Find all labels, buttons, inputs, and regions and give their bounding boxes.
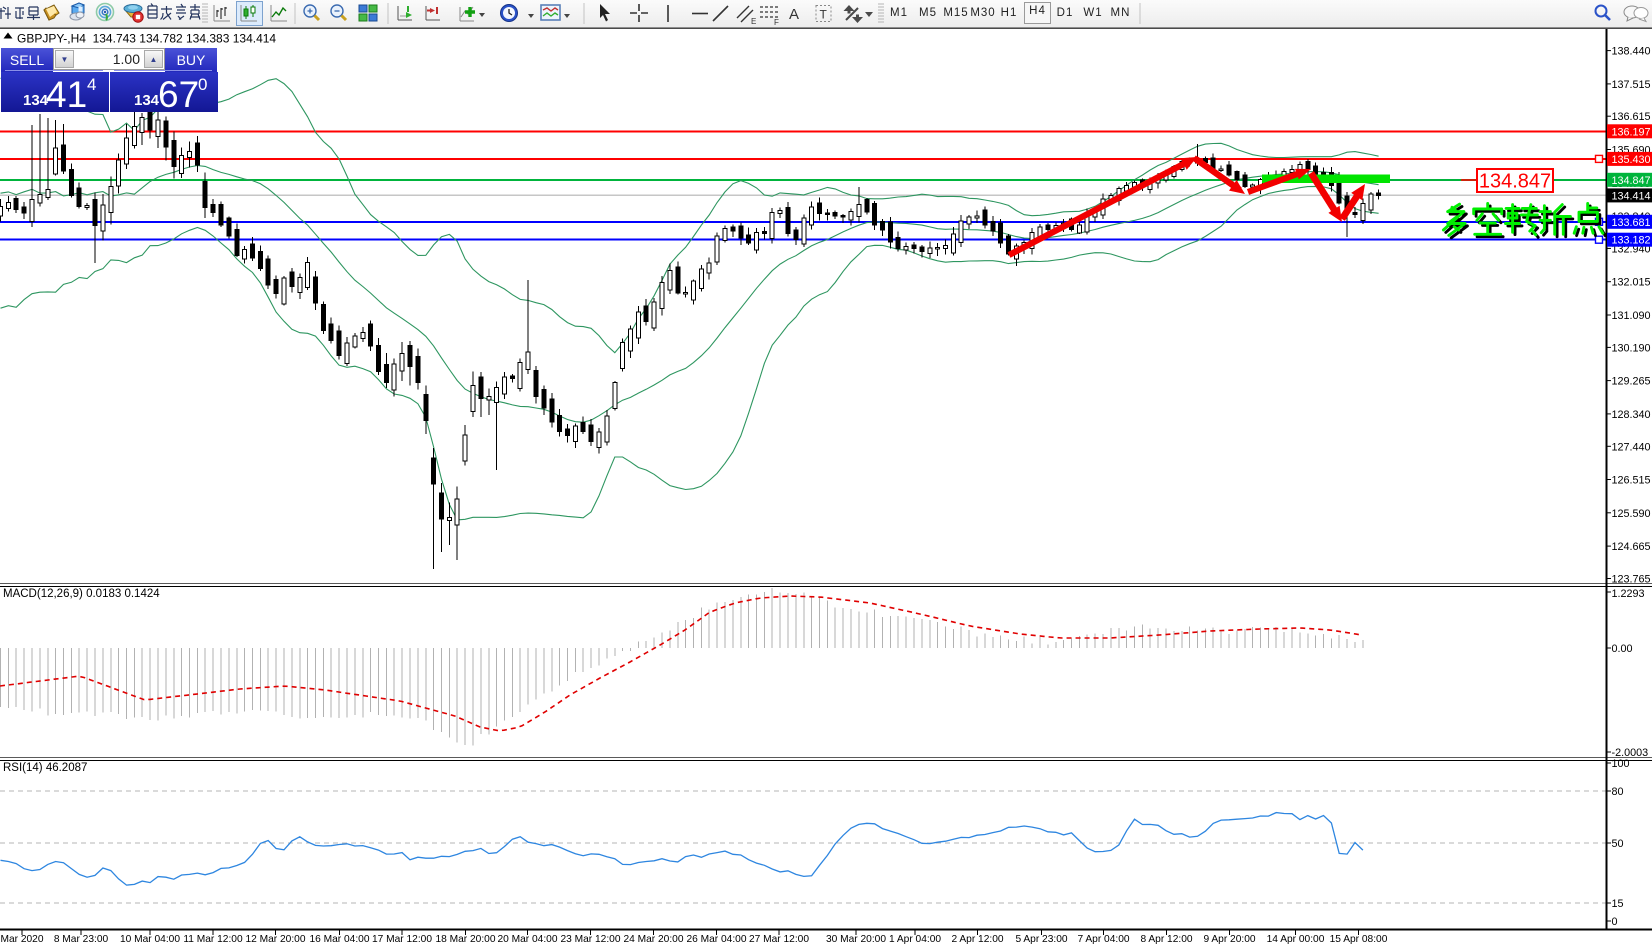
svg-text:131.090: 131.090 [1612,310,1651,322]
svg-text:MACD(12,26,9) 0.0183 0.1424: MACD(12,26,9) 0.0183 0.1424 [3,588,160,600]
svg-text:27 Mar 12:00: 27 Mar 12:00 [749,934,809,944]
svg-text:0: 0 [1612,916,1618,928]
svg-text:F: F [774,18,779,27]
svg-text:127.440: 127.440 [1612,441,1651,453]
svg-text:132.015: 132.015 [1612,277,1651,289]
svg-text:1.2293: 1.2293 [1612,588,1645,600]
svg-text:134.847: 134.847 [1612,175,1651,187]
svg-text:100: 100 [1612,758,1630,770]
svg-text:17 Mar 12:00: 17 Mar 12:00 [372,934,432,944]
svg-text:129.265: 129.265 [1612,376,1651,388]
svg-text:9 Apr 20:00: 9 Apr 20:00 [1203,934,1255,944]
svg-text:26 Mar 04:00: 26 Mar 04:00 [686,934,746,944]
svg-text:124.665: 124.665 [1612,541,1651,553]
svg-text:137.515: 137.515 [1612,79,1651,91]
svg-text:RSI(14) 46.2087: RSI(14) 46.2087 [3,762,87,774]
svg-text:8 Apr 12:00: 8 Apr 12:00 [1140,934,1192,944]
svg-text:Mar 2020: Mar 2020 [0,934,43,944]
svg-text:8 Mar 23:00: 8 Mar 23:00 [54,934,109,944]
svg-text:12 Mar 20:00: 12 Mar 20:00 [245,934,305,944]
svg-text:126.515: 126.515 [1612,475,1651,487]
svg-text:A: A [789,6,799,23]
svg-text:0.00: 0.00 [1612,643,1633,655]
svg-text:15 Apr 08:00: 15 Apr 08:00 [1330,934,1388,944]
svg-text:20 Mar 04:00: 20 Mar 04:00 [497,934,557,944]
svg-text:125.590: 125.590 [1612,508,1651,520]
svg-text:133.681: 133.681 [1612,217,1651,229]
svg-text:123.765: 123.765 [1612,574,1651,586]
svg-text:GBPJPY-,H4 134.743 134.782 13: GBPJPY-,H4 134.743 134.782 134.383 134.4… [17,32,276,46]
svg-text:134.414: 134.414 [1612,190,1651,202]
svg-text:18 Mar 20:00: 18 Mar 20:00 [435,934,495,944]
svg-text:50: 50 [1612,838,1624,850]
svg-text:10 Mar 04:00: 10 Mar 04:00 [120,934,180,944]
svg-text:T: T [820,8,828,22]
svg-text:24 Mar 20:00: 24 Mar 20:00 [623,934,683,944]
svg-text:133.182: 133.182 [1612,235,1651,247]
svg-text:128.340: 128.340 [1612,409,1651,421]
svg-text:5 Apr 23:00: 5 Apr 23:00 [1015,934,1067,944]
svg-text:16 Mar 04:00: 16 Mar 04:00 [309,934,369,944]
svg-text:136.197: 136.197 [1612,126,1651,138]
svg-text:130.190: 130.190 [1612,342,1651,354]
svg-text:135.430: 135.430 [1612,154,1651,166]
svg-text:7 Apr 04:00: 7 Apr 04:00 [1077,934,1129,944]
svg-text:23 Mar 12:00: 23 Mar 12:00 [560,934,620,944]
svg-text:136.615: 136.615 [1612,111,1651,123]
svg-text:15: 15 [1612,898,1624,910]
svg-text:134.847: 134.847 [1479,171,1551,193]
svg-text:14 Apr 00:00: 14 Apr 00:00 [1267,934,1325,944]
svg-text:1 Apr 04:00: 1 Apr 04:00 [889,934,941,944]
svg-text:30 Mar 20:00: 30 Mar 20:00 [826,934,886,944]
svg-text:2 Apr 12:00: 2 Apr 12:00 [951,934,1003,944]
svg-text:11 Mar 12:00: 11 Mar 12:00 [183,934,243,944]
svg-text:E: E [751,17,756,26]
svg-text:-2.0003: -2.0003 [1612,747,1649,759]
svg-text:80: 80 [1612,786,1624,798]
svg-text:138.440: 138.440 [1612,46,1651,58]
